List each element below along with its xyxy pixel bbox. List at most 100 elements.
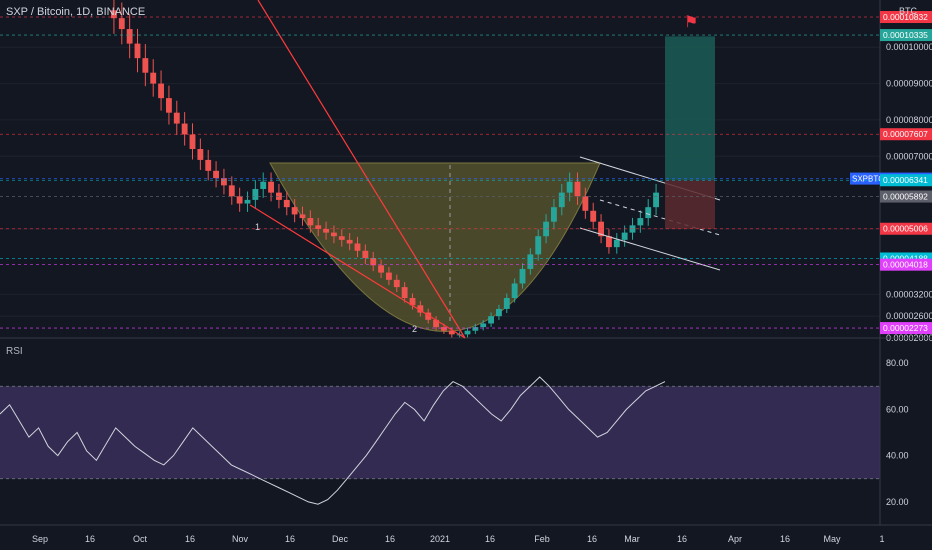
candle-body <box>378 265 384 273</box>
candle-body <box>236 196 243 204</box>
rsi-tick-label: 40.00 <box>886 451 909 461</box>
rsi-tick-label: 60.00 <box>886 404 909 414</box>
candle-body <box>173 112 180 124</box>
candle-body <box>417 305 424 313</box>
price-label-box <box>880 258 932 271</box>
candle-body <box>299 214 306 219</box>
candle-body <box>354 243 361 251</box>
candle-body <box>134 43 141 59</box>
x-tick-label: 16 <box>285 534 295 544</box>
x-tick-label: 16 <box>385 534 395 544</box>
chart-title: SXP / Bitcoin, 1D, BINANCE <box>6 6 146 18</box>
x-tick-label: Dec <box>332 534 349 544</box>
x-tick-label: 2021 <box>430 534 450 544</box>
x-tick-label: 16 <box>485 534 495 544</box>
x-tick-label: 16 <box>780 534 790 544</box>
candle-body <box>433 319 439 328</box>
price-label-box <box>880 11 932 24</box>
candle-body <box>551 207 557 222</box>
candle-body <box>252 188 259 200</box>
candle-body <box>613 239 620 248</box>
candle-body <box>166 98 172 113</box>
rsi-title: RSI <box>6 346 23 357</box>
candle-body <box>606 236 612 248</box>
candle-body <box>260 181 267 189</box>
candle-body <box>393 279 400 288</box>
candle-body <box>307 218 314 226</box>
annotation-label: 1 <box>255 222 260 232</box>
target-zone <box>665 36 715 181</box>
candle-body <box>228 185 235 197</box>
price-label: 0.00004188 <box>883 253 928 263</box>
channel-line <box>579 227 721 271</box>
candle-body <box>472 327 479 331</box>
channel-midline <box>599 199 721 236</box>
annotation-label: 2 <box>412 324 417 334</box>
candle-body <box>205 159 212 171</box>
candle-body <box>590 210 597 222</box>
candle-body <box>323 228 329 233</box>
trend-line <box>249 204 466 339</box>
price-label-box <box>880 29 932 42</box>
candle-body <box>496 308 502 317</box>
y-tick-label: 0.00008000 <box>886 115 932 125</box>
candle-body <box>574 181 581 197</box>
price-label-box <box>880 128 932 141</box>
price-label-box <box>880 252 932 265</box>
price-label-box <box>880 322 932 335</box>
candle-body <box>503 298 510 309</box>
candle-body <box>244 199 251 204</box>
candle-body <box>197 149 204 160</box>
y-tick-label: 0.00007000 <box>886 151 932 161</box>
price-label-box <box>880 190 932 203</box>
candle-body <box>527 254 534 269</box>
candle-body <box>291 207 298 215</box>
price-tag-box <box>850 172 880 185</box>
candle-body <box>401 287 408 299</box>
x-tick-label: Oct <box>133 534 148 544</box>
price-label: 0.00010832 <box>883 12 928 22</box>
candle-body <box>511 283 518 299</box>
candle-body <box>150 72 157 84</box>
candle-body <box>181 123 188 135</box>
x-tick-label: Apr <box>728 534 742 544</box>
x-tick-label: 16 <box>85 534 95 544</box>
x-tick-label: Sep <box>32 534 48 544</box>
y-tick-label: 0.00010000 <box>886 42 932 52</box>
candle-body <box>126 29 133 44</box>
candle-body <box>448 330 455 335</box>
price-label: 0.00005006 <box>883 224 928 234</box>
rsi-tick-label: 20.00 <box>886 497 909 507</box>
trend-line <box>257 0 466 339</box>
candle-body <box>189 134 196 150</box>
price-label-box <box>880 174 932 187</box>
candle-body <box>268 181 274 193</box>
rsi-tick-label: 80.00 <box>886 358 909 368</box>
candle-body <box>386 272 392 280</box>
flag-icon[interactable]: ⚑ <box>684 12 699 31</box>
candle-body <box>519 268 526 284</box>
candle-body <box>653 192 659 208</box>
candle-body <box>480 323 487 328</box>
candle-body <box>535 236 542 255</box>
price-label: 0.00005892 <box>883 192 928 202</box>
candle-body <box>346 239 353 244</box>
price-label: 0.00010335 <box>883 30 928 40</box>
rsi-line <box>0 376 666 505</box>
candle-body <box>637 218 644 226</box>
stop-zone <box>665 180 715 229</box>
candle-body <box>213 170 219 179</box>
candle-body <box>645 207 652 219</box>
x-tick-label: Nov <box>232 534 249 544</box>
candle-body <box>425 312 432 320</box>
candle-body <box>582 196 589 211</box>
x-tick-label: 16 <box>587 534 597 544</box>
candle-body <box>283 199 290 208</box>
price-label: 0.00006341 <box>883 175 928 185</box>
price-label: 0.00004018 <box>883 260 928 270</box>
price-tag: SXPBTC <box>852 175 884 184</box>
candle-body <box>221 178 227 186</box>
candle-body <box>331 232 337 237</box>
candle-body <box>441 327 447 331</box>
